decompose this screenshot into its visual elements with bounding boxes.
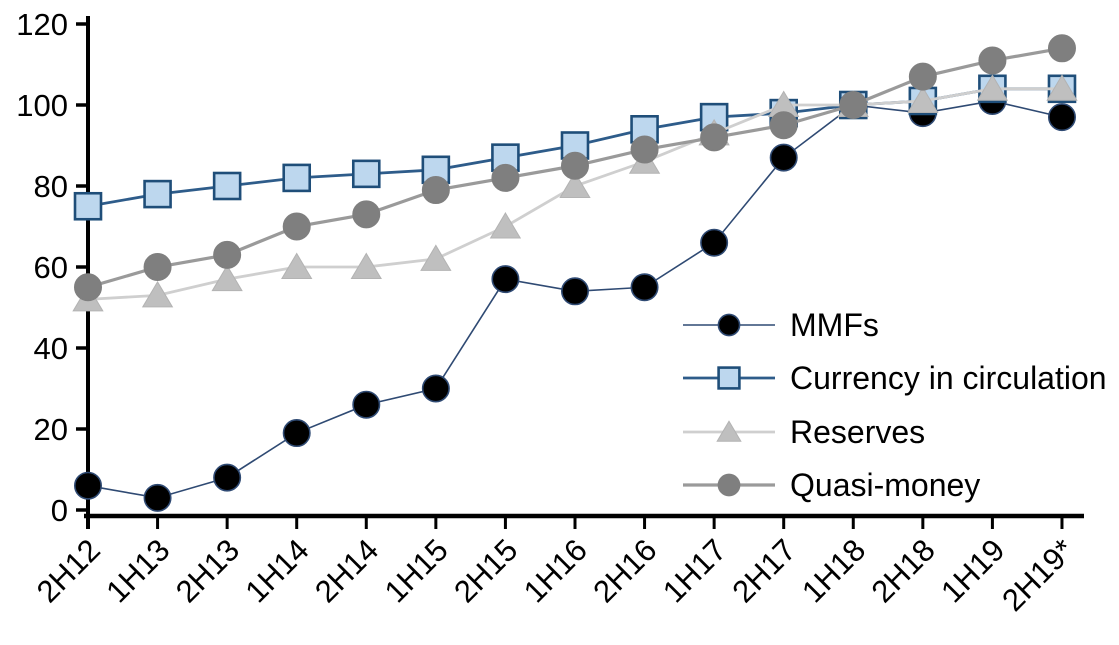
- legend-label-reserves: Reserves: [790, 414, 925, 450]
- legend-marker-quasi-money: [717, 473, 741, 497]
- data-point-quasi-money: [1047, 34, 1076, 63]
- data-point-reserves: [907, 86, 939, 113]
- data-point-reserves: [350, 252, 382, 279]
- legend: MMFs Currency in circulation Reserves Quasi…: [683, 307, 1107, 503]
- legend-marker-mmfs: [717, 313, 741, 337]
- y-axis-tick-label: 100: [16, 88, 68, 123]
- data-point-mmfs: [769, 143, 798, 172]
- data-point-mmfs: [421, 374, 450, 403]
- series-quasi-money: [74, 34, 1076, 302]
- data-point-currency-in-circulation: [73, 191, 103, 221]
- y-axis-tick-label: 40: [34, 331, 68, 366]
- data-point-quasi-money: [978, 46, 1007, 75]
- data-point-mmfs: [560, 277, 589, 306]
- data-point-reserves: [976, 74, 1009, 101]
- data-point-quasi-money: [908, 62, 937, 91]
- data-point-quasi-money: [630, 135, 659, 164]
- data-point-currency-in-circulation: [143, 179, 172, 209]
- data-point-mmfs: [282, 419, 311, 448]
- legend-item-quasi-money: Quasi-money: [683, 467, 980, 503]
- data-point-mmfs: [143, 483, 172, 512]
- data-point-quasi-money: [282, 212, 311, 241]
- data-point-mmfs: [74, 471, 103, 500]
- y-axis: 0 20 40 60 80 100 120: [16, 7, 88, 528]
- data-point-quasi-money: [700, 123, 729, 152]
- data-point-quasi-money: [839, 91, 868, 120]
- legend-item-currency-in-circulation: Currency in circulation: [683, 360, 1107, 396]
- data-point-currency-in-circulation: [282, 163, 312, 193]
- data-point-mmfs: [213, 463, 242, 492]
- legend-item-mmfs: MMFs: [683, 307, 879, 343]
- data-point-reserves: [420, 244, 452, 271]
- data-point-reserves: [489, 212, 522, 239]
- data-point-reserves: [281, 252, 313, 279]
- data-point-reserves: [141, 280, 174, 308]
- y-axis-tick-label: 120: [16, 7, 68, 42]
- data-point-reserves: [559, 171, 591, 198]
- legend-item-reserves: Reserves: [683, 414, 925, 450]
- y-axis-tick-label: 60: [34, 250, 68, 285]
- legend-label-quasi-money: Quasi-money: [790, 467, 980, 503]
- y-axis-tick-label: 80: [34, 169, 68, 204]
- legend-label-mmfs: MMFs: [790, 307, 879, 343]
- data-point-reserves: [211, 264, 243, 292]
- data-point-mmfs: [1047, 103, 1076, 132]
- y-axis-tick-label: 20: [34, 412, 68, 447]
- data-point-quasi-money: [769, 111, 798, 140]
- data-point-mmfs: [352, 390, 381, 419]
- data-point-quasi-money: [143, 253, 172, 282]
- y-axis-tick-label: 0: [51, 493, 68, 528]
- data-point-currency-in-circulation: [212, 171, 242, 201]
- data-point-quasi-money: [560, 151, 589, 180]
- data-point-quasi-money: [491, 163, 520, 192]
- legend-marker-currency-in-circulation: [717, 366, 741, 390]
- data-point-quasi-money: [352, 200, 381, 229]
- data-point-quasi-money: [421, 176, 450, 205]
- data-point-currency-in-circulation: [351, 159, 381, 189]
- legend-marker-reserves: [716, 420, 742, 442]
- data-point-quasi-money: [74, 273, 103, 302]
- data-point-reserves: [1046, 74, 1078, 101]
- data-point-mmfs: [700, 228, 729, 257]
- data-point-mmfs: [491, 265, 520, 294]
- legend-label-currency-in-circulation: Currency in circulation: [790, 360, 1107, 396]
- data-point-quasi-money: [213, 240, 242, 269]
- data-point-mmfs: [630, 273, 659, 302]
